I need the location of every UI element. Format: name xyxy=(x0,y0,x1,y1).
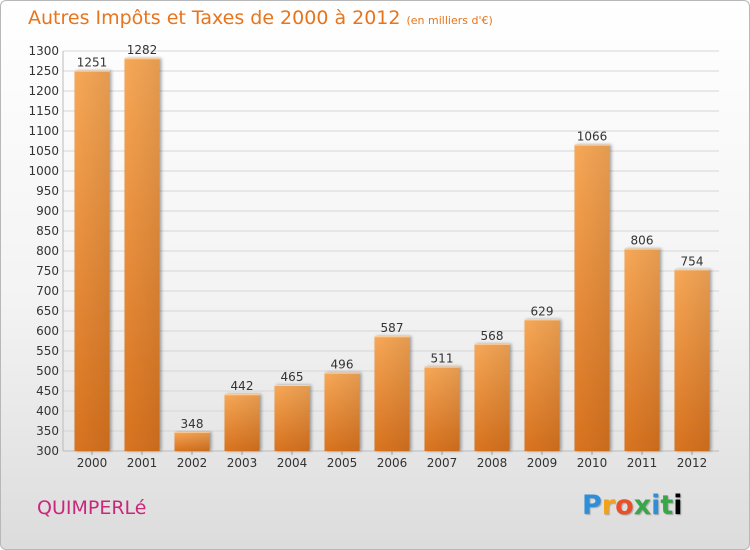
bar-2010 xyxy=(574,144,610,451)
bar-shade xyxy=(474,343,510,451)
chart-title-text: Autres Impôts et Taxes de 2000 à 2012 xyxy=(28,7,401,29)
bar-shade xyxy=(374,336,410,451)
bar-shade xyxy=(174,431,210,451)
bar-shade xyxy=(124,58,160,451)
y-tick-label: 1200 xyxy=(28,84,59,98)
y-tick-label: 850 xyxy=(36,224,59,238)
y-tick-label: 950 xyxy=(36,184,59,198)
data-label-2008: 568 xyxy=(481,329,504,343)
x-tick-label-2007: 2007 xyxy=(427,456,458,470)
data-label-2002: 348 xyxy=(181,417,204,431)
bar-shade xyxy=(574,144,610,451)
bars xyxy=(74,58,710,451)
bar-shade xyxy=(524,319,560,451)
bar-2001 xyxy=(124,58,160,451)
data-label-2009: 629 xyxy=(531,304,554,318)
grid-lines xyxy=(62,50,719,452)
data-label-2004: 465 xyxy=(281,370,304,384)
y-tick-label: 500 xyxy=(36,364,59,378)
bar-2004 xyxy=(274,385,310,451)
data-label-2000: 1251 xyxy=(77,56,108,70)
data-label-2011: 806 xyxy=(631,234,654,248)
data-label-2006: 587 xyxy=(381,321,404,335)
bar-shade xyxy=(324,372,360,451)
data-label-2003: 442 xyxy=(231,379,254,393)
x-axis-ticks: 2000 2001 2002 2003 2004 2005 2006 2007 2008 2009… xyxy=(77,451,708,470)
y-tick-label: 750 xyxy=(36,264,59,278)
chart-unit-label: (en milliers d'€) xyxy=(406,14,493,27)
logo-letter: i xyxy=(673,490,683,521)
x-tick-label-2011: 2011 xyxy=(627,456,658,470)
logo-letter: x xyxy=(633,490,652,521)
x-tick-label-2003: 2003 xyxy=(227,456,258,470)
x-tick-label-2000: 2000 xyxy=(77,456,108,470)
y-tick-label: 1000 xyxy=(28,164,59,178)
data-label-2010: 1066 xyxy=(577,130,608,144)
bar-2009 xyxy=(524,319,560,451)
y-tick-label: 700 xyxy=(36,284,59,298)
y-tick-label: 400 xyxy=(36,404,59,418)
city-label: QUIMPERLé xyxy=(37,497,147,519)
y-tick-label: 800 xyxy=(36,244,59,258)
bar-shade xyxy=(74,70,110,451)
bar-2002 xyxy=(174,431,210,451)
y-tick-label: 450 xyxy=(36,384,59,398)
y-tick-label: 1300 xyxy=(28,44,59,58)
x-tick-label-2012: 2012 xyxy=(677,456,708,470)
x-tick-label-2004: 2004 xyxy=(277,456,308,470)
bar-2005 xyxy=(324,372,360,451)
y-tick-label: 1250 xyxy=(28,64,59,78)
x-tick-label-2008: 2008 xyxy=(477,456,508,470)
x-tick-label-2001: 2001 xyxy=(127,456,158,470)
y-tick-label: 300 xyxy=(36,444,59,458)
data-label-2012: 754 xyxy=(681,254,704,268)
y-tick-label: 900 xyxy=(36,204,59,218)
y-tick-label: 1150 xyxy=(28,104,59,118)
bar-2011 xyxy=(624,248,660,451)
bar-2007 xyxy=(424,366,460,451)
logo-letter: t xyxy=(660,490,674,521)
y-tick-label: 550 xyxy=(36,344,59,358)
y-axis-ticks: 300 350 400 450 500 550 600 650 700 750 800 850 900 9… xyxy=(28,44,59,458)
data-label-2005: 496 xyxy=(331,358,354,372)
y-tick-label: 600 xyxy=(36,324,59,338)
proxiti-logo: Proxiti xyxy=(582,490,683,521)
bar-shade xyxy=(224,394,260,451)
bar-2003 xyxy=(224,394,260,451)
data-labels: 1251 1282 348 442 465 496 587 511 568 629 1066 806 7… xyxy=(77,43,704,431)
bar-shade xyxy=(424,366,460,451)
x-tick-label-2010: 2010 xyxy=(577,456,608,470)
y-tick-label: 350 xyxy=(36,424,59,438)
bar-2012 xyxy=(674,269,710,451)
logo-letter: o xyxy=(615,490,634,521)
x-tick-label-2009: 2009 xyxy=(527,456,558,470)
y-tick-label: 650 xyxy=(36,304,59,318)
x-tick-label-2005: 2005 xyxy=(327,456,358,470)
bar-2000 xyxy=(74,70,110,451)
logo-letter: P xyxy=(582,490,602,521)
bar-2008 xyxy=(474,343,510,451)
data-label-2007: 511 xyxy=(431,352,454,366)
data-label-2001: 1282 xyxy=(127,43,158,57)
x-tick-label-2006: 2006 xyxy=(377,456,408,470)
bar-shade xyxy=(624,248,660,451)
logo-letter: i xyxy=(651,490,661,521)
bar-shade xyxy=(674,269,710,451)
bar-2006 xyxy=(374,336,410,451)
chart-title: Autres Impôts et Taxes de 2000 à 2012 (en… xyxy=(28,7,493,29)
logo-letter: r xyxy=(601,490,616,521)
y-tick-label: 1050 xyxy=(28,144,59,158)
x-tick-label-2002: 2002 xyxy=(177,456,208,470)
bar-shade xyxy=(274,385,310,451)
y-tick-label: 1100 xyxy=(28,124,59,138)
